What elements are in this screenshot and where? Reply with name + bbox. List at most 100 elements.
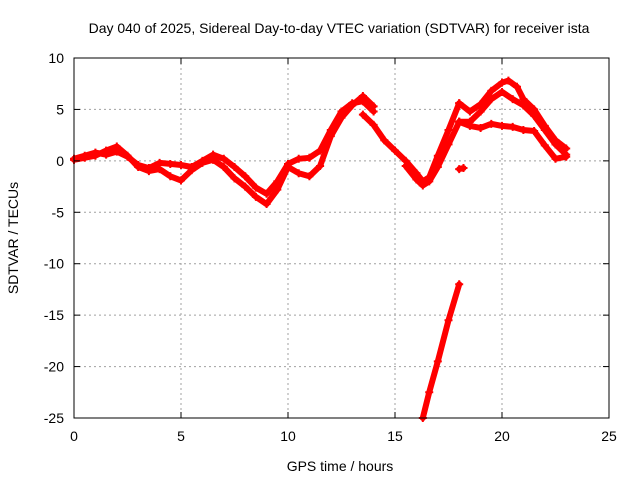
data-point-track-f: [476, 107, 485, 116]
x-tick-label: 15: [387, 428, 403, 444]
data-point-track-c: [391, 146, 399, 155]
data-point-track-a: [230, 163, 239, 172]
data-point-track-b: [219, 163, 228, 172]
data-point-track-d: [418, 181, 427, 190]
data-point-track-b: [91, 151, 100, 160]
data-point-track-a: [219, 154, 228, 163]
data-point-track-b: [102, 146, 111, 155]
data-point-track-c: [358, 110, 367, 119]
data-point-track-b: [294, 169, 303, 178]
data-point-track-g: [551, 154, 560, 163]
data-point-track-f: [498, 87, 506, 96]
y-tick-label: 5: [56, 101, 64, 117]
data-point-track-f: [551, 140, 560, 149]
data-point-track-b: [316, 162, 325, 170]
series-line-track-h: [419, 281, 463, 421]
data-point-track-b: [134, 163, 143, 172]
data-point-track-b: [187, 166, 196, 175]
data-point-track-c: [444, 126, 453, 134]
data-point-track-b: [273, 185, 282, 194]
y-tick-label: -5: [52, 204, 65, 220]
data-point-track-b: [166, 172, 175, 181]
data-point-track-b: [155, 165, 164, 174]
data-point-track-d: [412, 175, 421, 184]
y-tick-label: -10: [44, 256, 64, 272]
x-tick-label: 5: [177, 428, 185, 444]
plot-frame: [73, 57, 610, 419]
data-point-track-b: [241, 182, 250, 191]
data-point-track-b: [358, 92, 367, 101]
data-point-track-b: [123, 151, 132, 160]
data-point-track-b: [251, 192, 260, 201]
data-point-track-d: [401, 162, 410, 170]
data-point-track-b: [369, 102, 378, 111]
data-point-track-e: [465, 107, 474, 116]
data-point-track-f: [519, 101, 528, 110]
data-point-track-b: [284, 163, 292, 172]
y-tick-label: -20: [44, 359, 64, 375]
data-point-track-b: [348, 101, 357, 110]
data-point-track-h: [425, 388, 434, 397]
data-point-track-h: [433, 357, 442, 366]
data-point-track-g: [465, 121, 474, 130]
data-point-track-h: [455, 280, 464, 289]
data-point-track-g: [487, 119, 496, 128]
x-axis-label: GPS time / hours: [287, 458, 394, 474]
data-point-track-g: [530, 127, 539, 136]
data-point-track-e: [487, 86, 496, 95]
x-tick-label: 0: [70, 428, 78, 444]
data-point-track-g: [476, 123, 485, 132]
data-point-track-b: [198, 158, 207, 167]
data-point-track-h: [444, 316, 453, 325]
data-point-track-a: [262, 189, 271, 198]
data-point-track-e: [498, 78, 506, 87]
data-point-track-e: [504, 76, 513, 85]
data-point-track-a: [177, 160, 185, 169]
y-tick-label: 0: [56, 153, 64, 169]
data-point-track-c: [380, 136, 389, 145]
data-point-track-b: [305, 172, 314, 181]
data-point-track-d: [433, 163, 442, 172]
data-point-track-c: [369, 120, 378, 129]
y-tick-label: -15: [44, 307, 64, 323]
data-point-track-g: [498, 121, 506, 130]
x-tick-label: 25: [601, 428, 617, 444]
data-point-track-b: [144, 167, 153, 176]
data-point-track-b: [80, 153, 89, 162]
data-point-track-b: [262, 200, 271, 209]
series-line-track-b: [71, 93, 377, 208]
data-point-track-a: [251, 183, 260, 192]
data-point-track-a: [241, 172, 250, 181]
data-point-track-e: [512, 82, 521, 91]
y-tick-label: -25: [44, 410, 64, 426]
data-point-track-g: [455, 117, 464, 126]
data-point-track-g: [519, 126, 528, 134]
grid: [74, 58, 609, 418]
data-point-track-a: [166, 159, 175, 168]
axis-ticks: 0 5 10 15 20 25 -25 -20 -15 -10 -5 0 5 10: [44, 50, 617, 444]
data-point-track-d: [444, 140, 453, 149]
data-point-track-b: [209, 155, 218, 164]
data-point-track-a: [294, 154, 303, 163]
data-point-track-a: [305, 153, 314, 162]
data-point-track-g: [540, 141, 549, 150]
data-point-outlier: [455, 165, 464, 174]
data-point-outlier: [459, 164, 468, 173]
data-point-track-f: [540, 126, 549, 134]
data-point-track-b: [112, 142, 121, 151]
data-point-track-b: [177, 176, 185, 185]
data-point-track-f: [530, 111, 539, 120]
y-axis-label: SDTVAR / TECUs: [5, 182, 21, 294]
data-point-track-b: [326, 132, 335, 141]
y-tick-label: 10: [48, 50, 64, 66]
data-point-track-b: [230, 174, 239, 183]
data-point-track-f: [487, 95, 496, 104]
data-point-track-d: [425, 177, 434, 186]
data-point-track-e: [455, 99, 464, 108]
data-point-track-g: [508, 122, 517, 131]
data-point-track-g: [562, 152, 571, 161]
data-series: [70, 76, 571, 422]
x-tick-label: 10: [280, 428, 296, 444]
data-point-track-b: [337, 113, 346, 122]
